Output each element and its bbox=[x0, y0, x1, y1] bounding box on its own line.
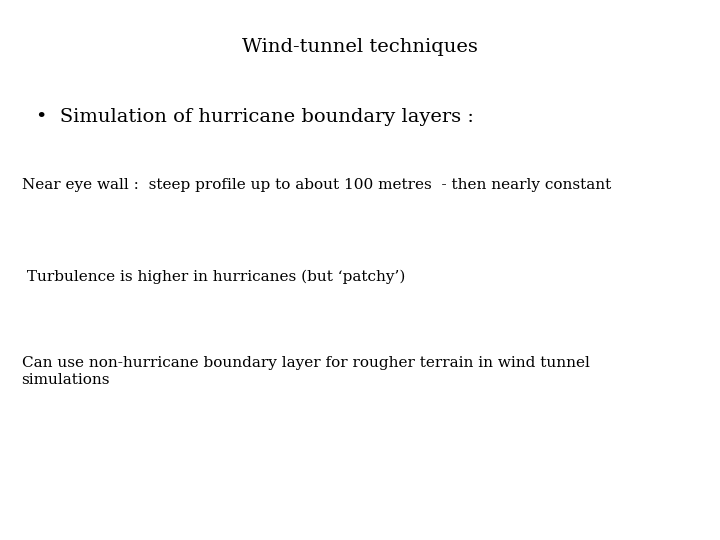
Text: Can use non-hurricane boundary layer for rougher terrain in wind tunnel
simulati: Can use non-hurricane boundary layer for… bbox=[22, 356, 590, 387]
Text: Wind-tunnel techniques: Wind-tunnel techniques bbox=[242, 38, 478, 56]
Text: •  Simulation of hurricane boundary layers :: • Simulation of hurricane boundary layer… bbox=[36, 108, 474, 126]
Text: Near eye wall :  steep profile up to about 100 metres  - then nearly constant: Near eye wall : steep profile up to abou… bbox=[22, 178, 611, 192]
Text: Turbulence is higher in hurricanes (but ‘patchy’): Turbulence is higher in hurricanes (but … bbox=[22, 270, 405, 285]
